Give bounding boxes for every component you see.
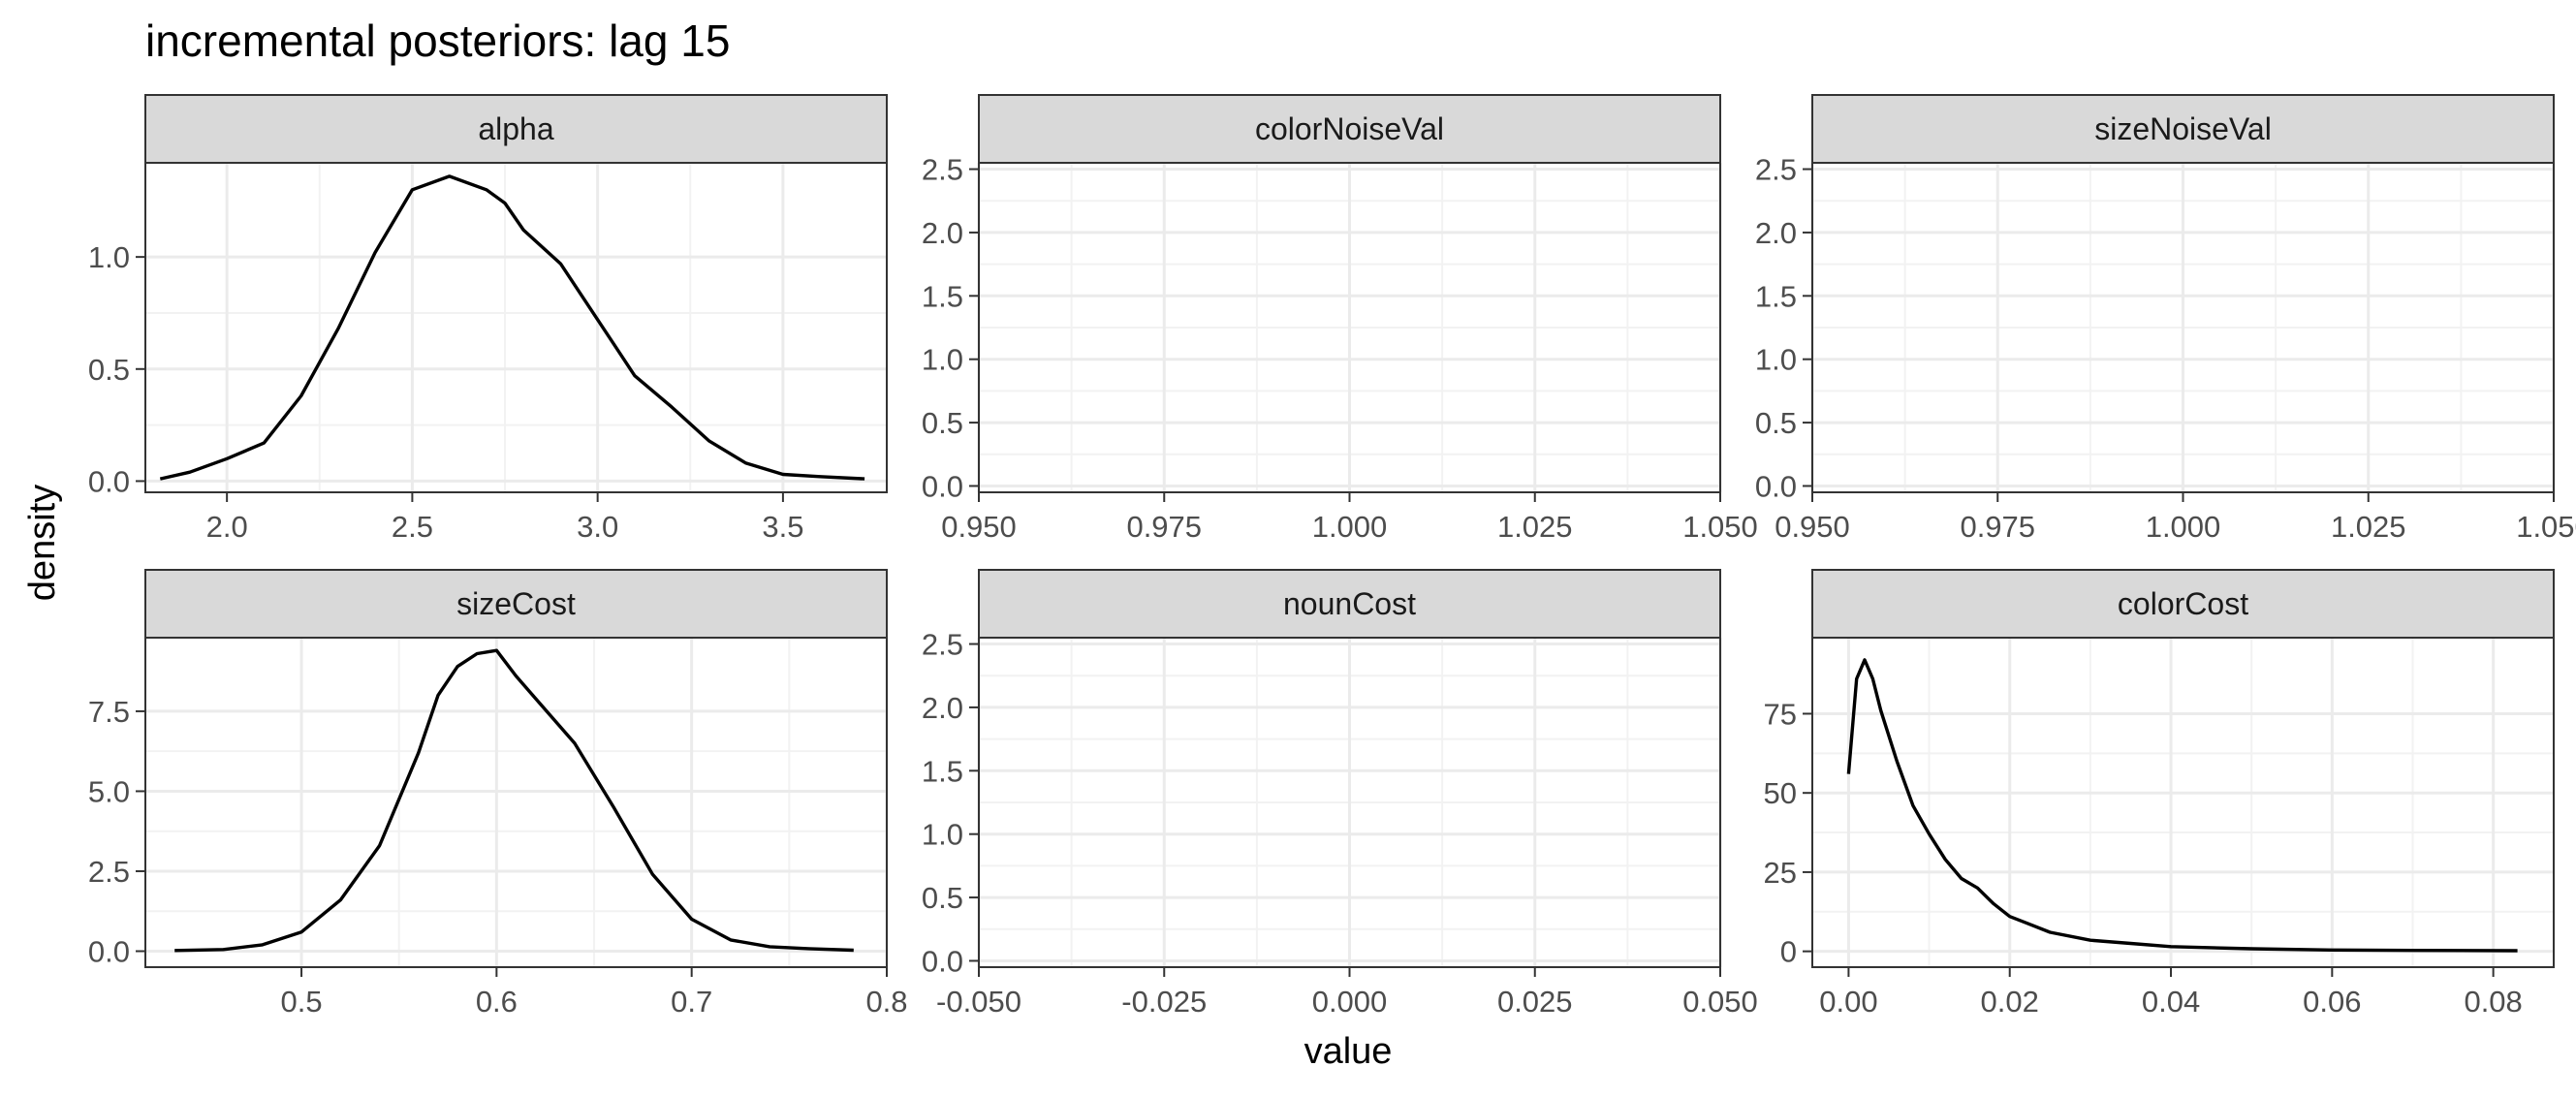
x-tick-label: 1.050 bbox=[1682, 510, 1758, 544]
facet-strip bbox=[144, 569, 888, 639]
x-tick-label: 0.04 bbox=[2142, 985, 2200, 1019]
x-axis-title: value bbox=[1304, 1031, 1393, 1072]
x-tick-label: 0.000 bbox=[1312, 985, 1388, 1019]
y-tick-label: 0.5 bbox=[922, 881, 963, 915]
density-curve-color-cost bbox=[1846, 658, 2518, 953]
x-tick-label: 2.5 bbox=[392, 510, 433, 544]
y-tick-label: 7.5 bbox=[88, 695, 130, 729]
facet-label: colorNoiseVal bbox=[1255, 111, 1444, 146]
y-tick-label: 2.5 bbox=[922, 628, 963, 662]
y-tick-label: 0 bbox=[1780, 935, 1797, 969]
y-tick-label: 1.5 bbox=[922, 279, 963, 313]
y-tick-label: 2.0 bbox=[1755, 216, 1797, 250]
x-tick-label: 1.000 bbox=[1312, 510, 1388, 544]
y-tick-label: 2.5 bbox=[922, 153, 963, 187]
x-tick-label: 0.975 bbox=[1960, 510, 2035, 544]
x-tick-label: 0.950 bbox=[941, 510, 1017, 544]
density-curve-alpha bbox=[159, 174, 865, 481]
x-tick-label: 0.7 bbox=[671, 985, 712, 1019]
y-tick-label: 1.0 bbox=[1755, 343, 1797, 377]
x-tick-label: 3.0 bbox=[577, 510, 618, 544]
x-tick-label: 1.025 bbox=[1497, 510, 1573, 544]
panel-size-noise-val: sizeNoiseVal 0.950 0.975 1.000 1.025 1.050 0.0… bbox=[1755, 94, 2576, 544]
facet-strip bbox=[1811, 94, 2555, 164]
x-tick-label: 0.08 bbox=[2464, 985, 2522, 1019]
facet-panels: alpha 2.0 2.5 3.0 3.5 0.0 0.5 1.0 colorNoiseVal 0… bbox=[88, 94, 2576, 1019]
x-tick-label: 0.050 bbox=[1682, 985, 1758, 1019]
x-tick-label: -0.050 bbox=[936, 985, 1021, 1019]
facet-strip bbox=[1811, 569, 2555, 639]
x-tick-label: 0.00 bbox=[1819, 985, 1877, 1019]
facet-label: sizeNoiseVal bbox=[2094, 111, 2272, 146]
panel-size-cost: sizeCost 0.5 0.6 0.7 0.8 0.0 2.5 5.0 7.5 bbox=[88, 569, 908, 1019]
density-curve-size-cost bbox=[174, 648, 854, 953]
facet-label: alpha bbox=[478, 111, 554, 146]
x-tick-label: 0.02 bbox=[1981, 985, 2039, 1019]
facet-label: colorCost bbox=[2118, 586, 2248, 621]
y-tick-label: 25 bbox=[1764, 856, 1797, 890]
x-tick-label: 2.0 bbox=[206, 510, 248, 544]
facet-label: sizeCost bbox=[456, 586, 576, 621]
panel-noun-cost: nounCost -0.050 -0.025 0.000 0.025 0.050 0.0 0.… bbox=[922, 569, 1758, 1019]
y-tick-label: 0.5 bbox=[88, 353, 130, 387]
y-tick-label: 0.0 bbox=[922, 469, 963, 503]
x-tick-label: 0.950 bbox=[1775, 510, 1850, 544]
y-tick-label: 0.0 bbox=[1755, 469, 1797, 503]
y-tick-label: 50 bbox=[1764, 776, 1797, 810]
x-tick-label: -0.025 bbox=[1121, 985, 1207, 1019]
facet-strip bbox=[978, 94, 1721, 164]
figure-title: incremental posteriors: lag 15 bbox=[145, 16, 730, 66]
x-tick-label: 1.000 bbox=[2146, 510, 2221, 544]
x-tick-label: 0.06 bbox=[2303, 985, 2361, 1019]
y-tick-label: 2.5 bbox=[1755, 153, 1797, 187]
y-tick-label: 0.5 bbox=[922, 406, 963, 440]
y-tick-label: 0.0 bbox=[88, 464, 130, 498]
panel-alpha: alpha 2.0 2.5 3.0 3.5 0.0 0.5 1.0 bbox=[88, 94, 888, 544]
x-tick-label: 3.5 bbox=[762, 510, 803, 544]
y-tick-label: 1.0 bbox=[88, 240, 130, 274]
panel-color-cost: colorCost 0.00 0.02 0.04 0.06 0.08 0 25 50 75 bbox=[1764, 569, 2555, 1019]
x-tick-label: 0.5 bbox=[280, 985, 322, 1019]
facet-strip bbox=[978, 569, 1721, 639]
y-tick-label: 0.0 bbox=[88, 934, 130, 968]
y-tick-label: 0.0 bbox=[922, 944, 963, 978]
x-tick-label: 0.6 bbox=[476, 985, 518, 1019]
y-tick-label: 1.0 bbox=[922, 343, 963, 377]
y-tick-label: 5.0 bbox=[88, 774, 130, 808]
y-tick-label: 1.0 bbox=[922, 818, 963, 852]
panel-color-noise-val: colorNoiseVal 0.950 0.975 1.000 1.025 1.050 0.… bbox=[922, 94, 1758, 544]
x-tick-label: 0.8 bbox=[865, 985, 907, 1019]
y-tick-label: 2.0 bbox=[922, 216, 963, 250]
x-tick-label: 1.025 bbox=[2331, 510, 2406, 544]
x-tick-label: 0.025 bbox=[1497, 985, 1573, 1019]
y-axis-title: density bbox=[22, 485, 63, 601]
y-tick-label: 2.5 bbox=[88, 855, 130, 889]
y-tick-label: 1.5 bbox=[1755, 279, 1797, 313]
facet-label: nounCost bbox=[1283, 586, 1416, 621]
facet-strip bbox=[144, 94, 888, 164]
y-tick-label: 2.0 bbox=[922, 691, 963, 725]
y-tick-label: 1.5 bbox=[922, 754, 963, 788]
x-tick-label: 1.050 bbox=[2516, 510, 2576, 544]
x-tick-label: 0.975 bbox=[1126, 510, 1202, 544]
y-tick-label: 75 bbox=[1764, 697, 1797, 731]
y-tick-label: 0.5 bbox=[1755, 406, 1797, 440]
